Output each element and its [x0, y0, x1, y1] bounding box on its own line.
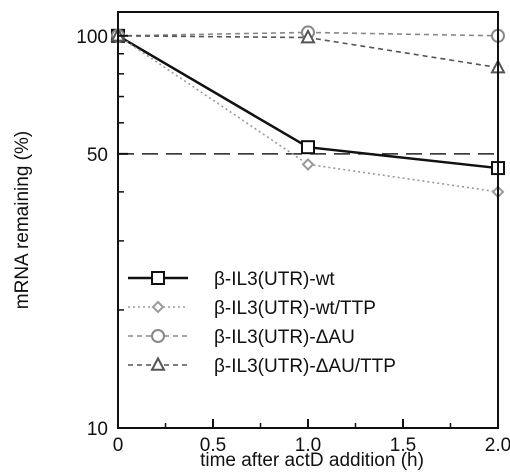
- x-tick-label-3: 1.0: [295, 435, 321, 456]
- x-tick-label-2: 0.5: [200, 435, 226, 456]
- y-tick-label-3: 100: [76, 27, 108, 48]
- legend-marker-4: [150, 356, 166, 371]
- axes: 0 0.5 1.0 1.5 2.0 10 50 100: [76, 11, 510, 456]
- legend-label-2: β-IL3(UTR)-wt/TTP: [214, 298, 376, 319]
- data-point-s2-p2: [301, 157, 315, 171]
- legend-marker-1: [151, 271, 165, 285]
- legend-label-3: β-IL3(UTR)-ΔAU: [214, 327, 355, 348]
- x-tick-label-1: 0: [113, 435, 124, 456]
- x-tick-label-5: 2.0: [485, 435, 510, 456]
- legend-marker-2: [151, 300, 165, 314]
- legend-label-1: β-IL3(UTR)-wt: [214, 269, 335, 290]
- y-tick-label-2: 50: [87, 145, 108, 166]
- series-line-2: [117, 35, 499, 193]
- plot-area: [110, 25, 506, 199]
- legend-label-4: β-IL3(UTR)-ΔAU/TTP: [214, 356, 396, 377]
- data-point-s4-p2: [300, 28, 316, 44]
- x-tick-label-4: 1.5: [390, 435, 416, 456]
- y-tick-label-1: 10: [87, 419, 108, 440]
- legend-marker-3: [151, 329, 165, 343]
- x-axis-title: time after actD addition (h): [200, 450, 424, 471]
- legend: β-IL3(UTR)-wt β-IL3(UTR)-wt/TTP β-IL3(UTR)…: [128, 269, 396, 377]
- data-point-s1-p2: [301, 140, 315, 155]
- y-axis-title: mRNA remaining (%): [12, 131, 33, 309]
